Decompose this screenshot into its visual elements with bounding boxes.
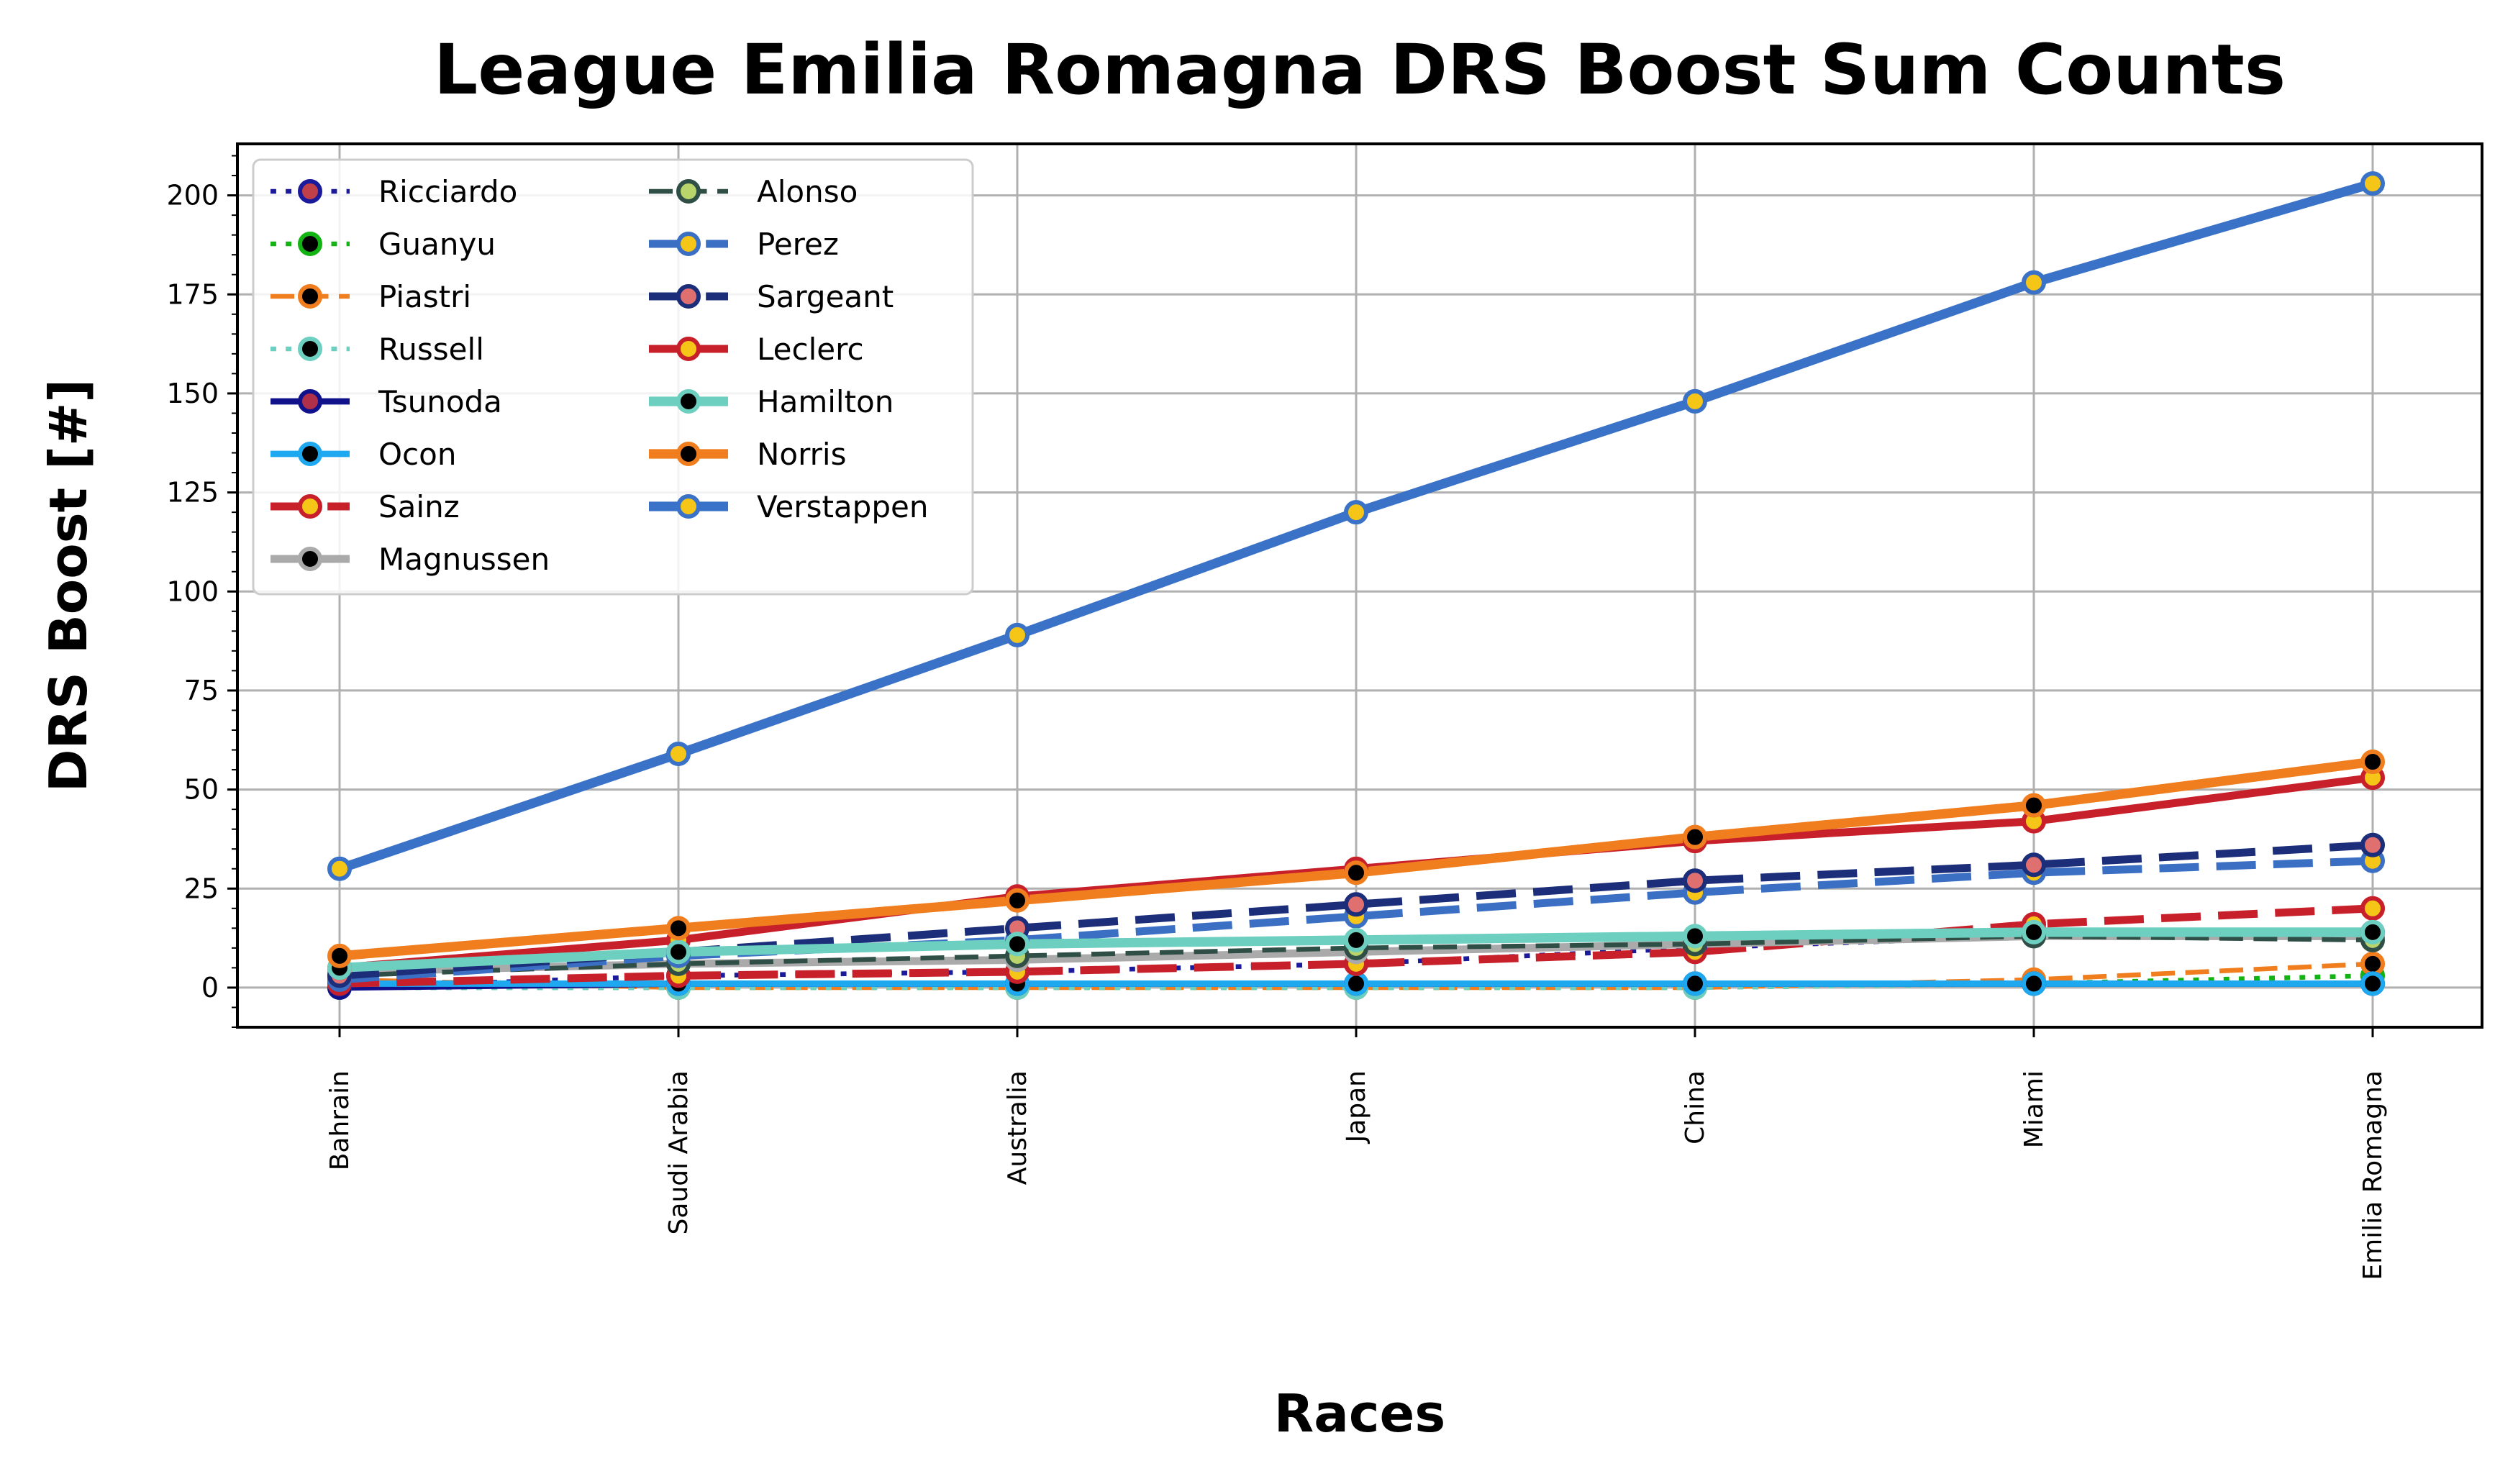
y-tick-label: 25	[184, 873, 219, 904]
data-point	[1344, 500, 1368, 525]
plot-frame	[236, 142, 2483, 1029]
data-point	[666, 916, 691, 941]
data-point	[1344, 860, 1368, 886]
legend-label: Leclerc	[757, 332, 864, 367]
x-tick-label: Saudi Arabia	[664, 1070, 694, 1234]
grid	[237, 144, 2482, 1027]
data-point	[1683, 824, 1707, 850]
legend-label: Perez	[757, 227, 839, 262]
legend-label: Verstappen	[757, 489, 928, 524]
legend-label: Ocon	[378, 437, 456, 472]
data-point	[1683, 388, 1707, 414]
data-point	[2022, 270, 2046, 295]
y-tick-label: 200	[166, 180, 219, 211]
data-point	[2360, 951, 2385, 976]
data-point	[2022, 919, 2046, 944]
legend-label: Russell	[378, 332, 484, 367]
legend-swatch-marker	[298, 442, 322, 466]
legend-swatch-marker	[298, 547, 322, 571]
legend-swatch-marker	[676, 442, 701, 466]
data-point	[327, 943, 352, 968]
y-axis-label: DRS Boost [#]	[38, 379, 99, 792]
legend-swatch-marker	[676, 389, 701, 414]
legend-swatch-marker	[298, 232, 322, 256]
x-tick-label: Miami	[2019, 1070, 2049, 1148]
legend-swatch-marker	[298, 494, 322, 519]
data-point	[2360, 971, 2385, 996]
legend-label: Magnussen	[378, 542, 550, 577]
legend-label: Norris	[757, 437, 846, 472]
y-tick-label: 125	[166, 477, 219, 509]
legend-box	[252, 158, 974, 596]
data-point	[1683, 868, 1707, 893]
data-point	[2022, 971, 2046, 996]
legend: Ricciardo Guanyu Piastri Russell Tsunoda Ocon…	[252, 158, 974, 596]
legend-swatch-marker	[298, 389, 322, 414]
legend-label: Ricciardo	[378, 174, 517, 209]
data-point	[666, 939, 691, 965]
legend-label: Sargeant	[757, 279, 894, 314]
y-tick-label: 0	[201, 972, 219, 1003]
x-axis-label: Races	[1274, 1383, 1445, 1444]
legend-swatch-marker	[676, 494, 701, 519]
legend-swatch-marker	[676, 179, 701, 204]
legend-swatch-marker	[298, 284, 322, 309]
legend-label: Piastri	[378, 279, 471, 314]
data-point	[1344, 971, 1368, 996]
y-tick-label: 175	[166, 278, 219, 310]
x-tick-label: Bahrain	[325, 1070, 355, 1170]
legend-swatch-marker	[298, 337, 322, 361]
data-point	[2022, 852, 2046, 878]
legend-label: Sainz	[378, 489, 460, 524]
data-point	[1344, 927, 1368, 952]
data-point	[1005, 888, 1030, 913]
legend-swatch-marker	[298, 179, 322, 204]
chart-title: League Emilia Romagna DRS Boost Sum Coun…	[434, 29, 2286, 110]
data-point	[1005, 622, 1030, 647]
x-tick-label: Australia	[1003, 1070, 1032, 1185]
legend-swatch-marker	[676, 337, 701, 361]
y-tick-label: 50	[184, 774, 219, 806]
series-markers	[327, 171, 2385, 1000]
y-tick-label: 100	[166, 575, 219, 607]
data-point	[2360, 832, 2385, 857]
y-tick-label: 75	[184, 675, 219, 706]
data-point	[1683, 971, 1707, 996]
data-point	[666, 742, 691, 767]
axes: Bahrain Saudi Arabia Australia Japan China Mi…	[166, 155, 2388, 1280]
y-tick-label: 150	[166, 378, 219, 409]
data-point	[2360, 919, 2385, 944]
x-tick-label: Emilia Romagna	[2358, 1070, 2388, 1280]
data-point	[2360, 896, 2385, 921]
legend-label: Tsunoda	[378, 384, 502, 419]
legend-label: Alonso	[757, 174, 858, 209]
x-tick-label: Japan	[1342, 1070, 1371, 1144]
data-point	[327, 856, 352, 881]
data-point	[2360, 171, 2385, 196]
data-point	[1005, 932, 1030, 957]
data-point	[2022, 793, 2046, 818]
legend-swatch-marker	[676, 284, 701, 309]
legend-swatch-marker	[676, 232, 701, 256]
data-point	[1344, 892, 1368, 917]
x-tick-label: China	[1681, 1070, 1710, 1144]
data-point	[1683, 924, 1707, 949]
legend-label: Hamilton	[757, 384, 894, 419]
data-point	[2360, 750, 2385, 775]
legend-label: Guanyu	[378, 227, 496, 262]
